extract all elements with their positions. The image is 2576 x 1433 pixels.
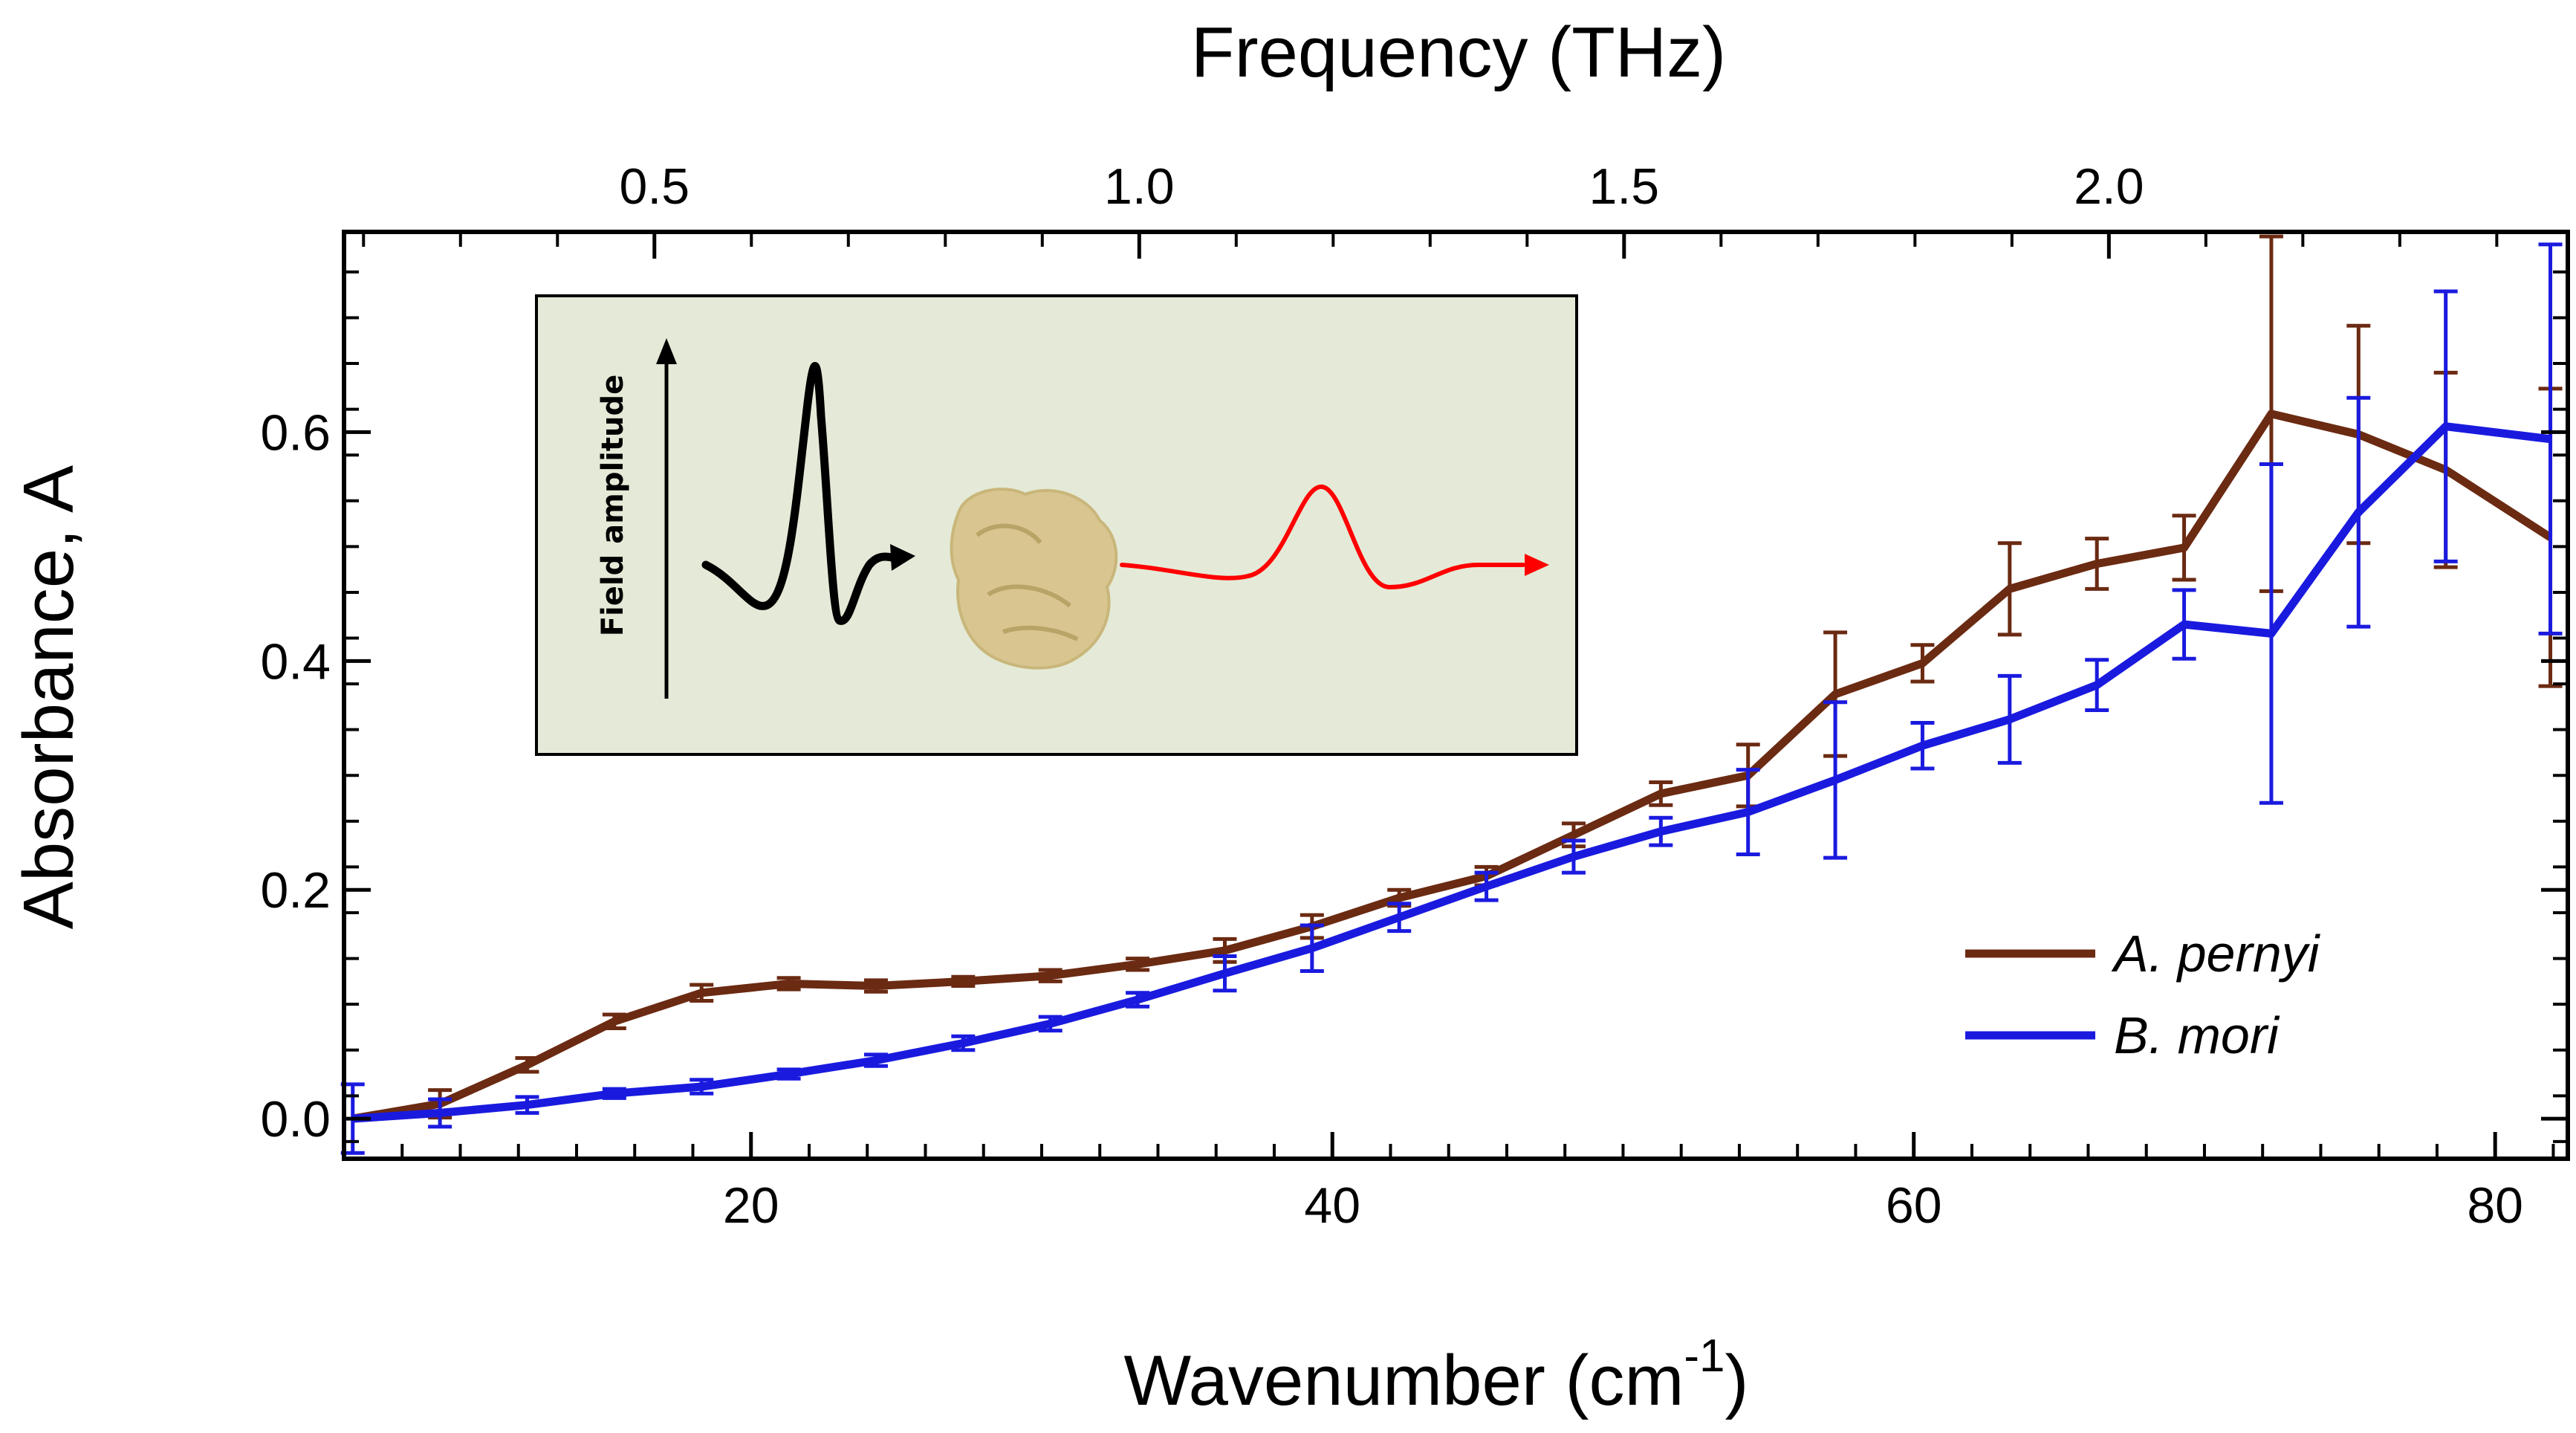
error-bar-a-pernyi: [1126, 957, 1150, 972]
x-axis-title-superscript: -1: [1684, 1330, 1725, 1382]
x-tick-label: 40: [1304, 1177, 1360, 1234]
error-bar-b-mori: [1038, 1015, 1062, 1033]
legend-label-a-pernyi: A. pernyi: [2111, 925, 2321, 983]
x-axis-title-close: ): [1725, 1341, 1749, 1420]
y-tick-label: 0.2: [260, 862, 331, 919]
error-bar-b-mori: [863, 1052, 888, 1068]
y-tick-label: 0.6: [260, 404, 331, 461]
error-bar-a-pernyi: [515, 1056, 539, 1074]
inset-diagram: Field amplitude: [535, 294, 1578, 756]
error-bar-a-pernyi: [2172, 514, 2196, 582]
x2-axis-title: Frequency (THz): [1191, 13, 1726, 92]
x-tick-label: 80: [2467, 1177, 2523, 1234]
transmitted-pulse-arrowhead: [1525, 554, 1549, 576]
error-bar-b-mori: [602, 1087, 626, 1100]
error-bar-b-mori: [2259, 462, 2283, 805]
legend: A. pernyi B. mori: [1965, 925, 2321, 1064]
error-bar-b-mori: [1126, 991, 1150, 1009]
silk-sample-image: [950, 488, 1118, 670]
y-tick-label: 0.0: [260, 1091, 331, 1148]
x-tick-label: 20: [723, 1177, 779, 1234]
incident-pulse-arrowhead: [890, 544, 915, 571]
inset-axis-arrowhead: [656, 338, 677, 364]
error-bar-b-mori: [2085, 658, 2109, 713]
error-bar-b-mori: [1387, 902, 1412, 934]
transmitted-pulse-wave: [1120, 484, 1525, 590]
y-axis-title: Absorbance, A: [9, 465, 88, 929]
error-bar-b-mori: [1997, 673, 2022, 765]
error-bar-b-mori: [2346, 395, 2371, 629]
error-bar-b-mori: [515, 1095, 539, 1115]
error-bar-a-pernyi: [2085, 537, 2109, 591]
x-axis-title-main: Wavenumber (cm: [1123, 1341, 1684, 1420]
x2-tick-label: 0.5: [620, 158, 690, 215]
error-bar-a-pernyi: [602, 1012, 626, 1030]
error-bar-b-mori: [951, 1034, 976, 1052]
error-bar-b-mori: [1823, 700, 1848, 860]
silk-sample-texture: [976, 523, 1079, 641]
error-bar-b-mori: [2538, 242, 2563, 635]
x2-tick-label: 2.0: [2074, 158, 2144, 215]
series-b-mori: [340, 242, 2563, 1155]
plot-frame: [342, 230, 2570, 1161]
error-bar-b-mori: [2433, 289, 2458, 563]
error-bar-b-mori: [1300, 923, 1324, 974]
inset-axis-label: Field amplitude: [596, 375, 630, 637]
error-bar-b-mori: [690, 1078, 714, 1096]
series-line-b-mori: [352, 422, 2551, 1123]
x-tick-label: 60: [1886, 1177, 1942, 1234]
error-bar-a-pernyi: [1038, 968, 1062, 983]
error-bar-b-mori: [1910, 720, 1935, 771]
error-bar-b-mori: [776, 1067, 801, 1081]
legend-label-b-mori: B. mori: [2114, 1006, 2280, 1064]
error-bar-b-mori: [1736, 768, 1760, 856]
error-bar-a-pernyi: [776, 976, 801, 992]
error-bar-b-mori: [1474, 870, 1499, 902]
error-bar-a-pernyi: [863, 978, 888, 994]
error-bar-a-pernyi: [690, 983, 714, 1003]
error-bar-a-pernyi: [1910, 643, 1935, 684]
series-layer: [340, 234, 2563, 1155]
incident-pulse-wave: [701, 362, 896, 625]
x2-tick-label: 1.0: [1104, 158, 1175, 215]
series-line-a-pernyi: [351, 410, 2553, 1123]
error-bar-b-mori: [1561, 838, 1586, 875]
error-bar-a-pernyi: [951, 974, 976, 989]
x2-tick-label: 1.5: [1589, 158, 1660, 215]
error-bar-b-mori: [428, 1097, 452, 1129]
error-bar-b-mori: [2172, 588, 2196, 661]
x-axis-title: Wavenumber (cm-1): [1123, 1330, 1748, 1420]
error-bar-a-pernyi: [1997, 541, 2022, 637]
error-bar-b-mori: [1649, 815, 1673, 847]
y-tick-label: 0.4: [260, 633, 331, 690]
error-bar-a-pernyi: [1649, 780, 1673, 807]
tick-layer: 20 40 60 80 0.5 1.0 1.5 2.0 0.0 0.2 0.4 0.6: [260, 158, 2568, 1234]
error-bar-b-mori: [1213, 954, 1237, 993]
